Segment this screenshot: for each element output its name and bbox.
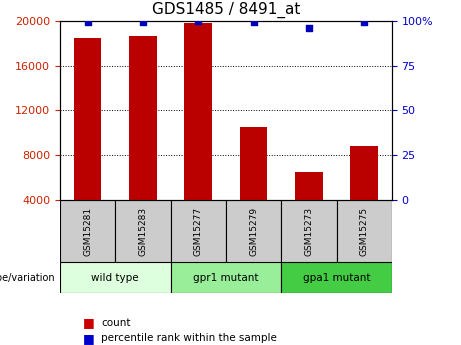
Point [84,20,91,25]
Text: count: count [101,318,131,327]
Bar [350,146,378,200]
Text: GSM15283: GSM15283 [138,207,148,256]
Point [195,18,202,23]
Text: percentile rank within the sample: percentile rank within the sample [101,333,278,343]
Text: genotype/variation: genotype/variation [0,273,55,283]
Bar [171,262,281,293]
Bar [115,200,171,262]
Bar [184,23,212,200]
Text: gpr1 mutant: gpr1 mutant [193,273,259,283]
Bar [226,200,281,262]
Point [361,20,368,25]
Bar [60,200,115,262]
Bar [295,172,323,200]
Text: GSM15279: GSM15279 [249,207,258,256]
Text: GSM15275: GSM15275 [360,207,369,256]
Point [139,20,147,25]
Text: gpa1 mutant: gpa1 mutant [303,273,370,283]
Bar [281,262,392,293]
Title: GDS1485 / 8491_at: GDS1485 / 8491_at [152,2,300,18]
Bar [74,38,101,200]
Text: ■: ■ [83,332,95,345]
Text: ■: ■ [83,316,95,329]
Point [250,20,257,25]
Point [305,25,313,31]
Bar [240,127,267,200]
Bar [60,262,171,293]
Text: wild type: wild type [91,273,139,283]
Bar [129,37,157,200]
Bar [337,200,392,262]
Text: GSM15277: GSM15277 [194,207,203,256]
Bar [171,200,226,262]
Text: GSM15281: GSM15281 [83,207,92,256]
Bar [281,200,337,262]
Text: GSM15273: GSM15273 [304,207,313,256]
